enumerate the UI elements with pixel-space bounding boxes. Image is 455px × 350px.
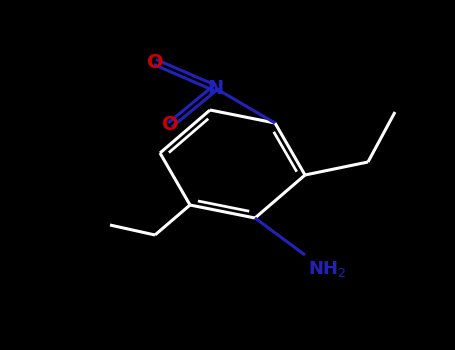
- Text: N: N: [207, 78, 223, 98]
- Text: O: O: [162, 116, 178, 134]
- Text: NH$_2$: NH$_2$: [308, 259, 347, 279]
- Text: O: O: [147, 52, 163, 71]
